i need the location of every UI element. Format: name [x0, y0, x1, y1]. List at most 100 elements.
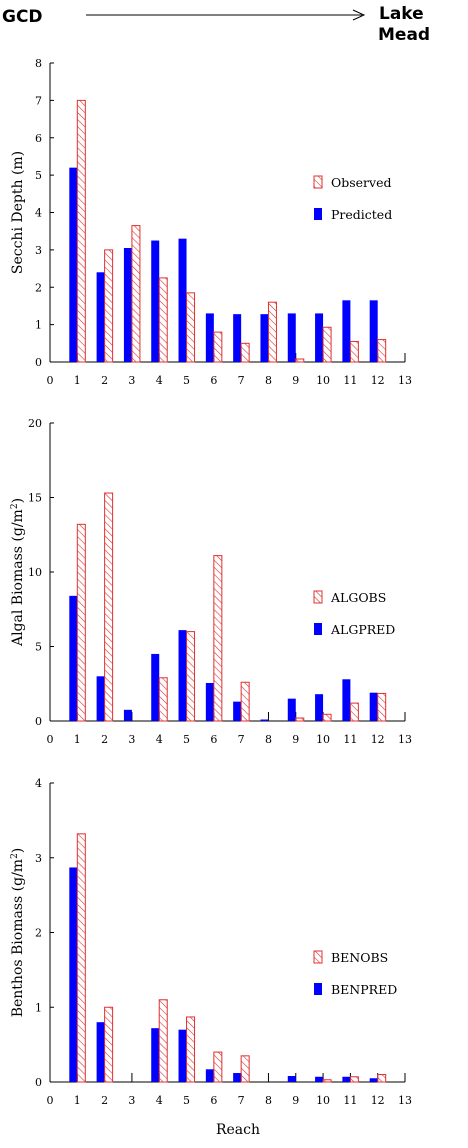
x-tick-label: 4 [156, 374, 163, 387]
bar-benpred [96, 1022, 105, 1082]
bar-observed [267, 301, 277, 363]
bar-benpred [342, 1076, 351, 1082]
x-tick-label: 3 [128, 1094, 135, 1107]
bar-observed [322, 326, 332, 363]
y-axis-label-text: Benthos Biomass (g/m [10, 859, 26, 1017]
y-axis-label-text: Secchi Depth (m) [10, 151, 26, 274]
y-tick-label: 4 [35, 777, 42, 790]
x-tick-label: 6 [210, 733, 217, 746]
legend-label-benobs: BENOBS [331, 950, 388, 965]
x-tick-label: 5 [183, 1094, 190, 1107]
bar-algpred [260, 719, 269, 721]
x-tick-label: 8 [265, 1094, 272, 1107]
x-tick-label: 1 [74, 1094, 81, 1107]
bar-benpred [69, 867, 78, 1082]
y-tick-label: 1 [35, 319, 42, 332]
y-axis-label: Benthos Biomass (g/m2) [10, 848, 26, 1018]
x-tick-label: 9 [292, 374, 299, 387]
legend-label-predicted: Predicted [331, 207, 392, 222]
y-axis-label-superscript: 2 [10, 853, 20, 859]
y-tick-label: 20 [28, 417, 42, 430]
bar-algpred [69, 595, 78, 721]
bar-benpred [151, 1028, 160, 1082]
y-tick-label: 6 [35, 132, 42, 145]
bar-observed [186, 292, 196, 363]
x-tick-label: 6 [210, 1094, 217, 1107]
x-tick-label: 12 [371, 733, 385, 746]
bar-benobs [76, 833, 86, 1083]
bar-benpred [233, 1073, 242, 1082]
x-tick-label: 0 [47, 733, 54, 746]
x-tick-label: 7 [238, 733, 245, 746]
legend-label-algpred: ALGPRED [330, 622, 395, 637]
bar-benpred [178, 1029, 187, 1082]
y-tick-label: 2 [35, 281, 42, 294]
bar-algpred [178, 630, 187, 721]
bar-algpred [205, 683, 214, 721]
bar-algobs [377, 692, 387, 722]
bar-observed [349, 340, 359, 363]
bar-algpred [123, 709, 132, 721]
x-tick-label: 4 [156, 1094, 163, 1107]
y-axis-label-text: Algal Biomass (g/m [10, 509, 26, 647]
legend-swatch-algpred [314, 623, 322, 635]
y-axis-label: Algal Biomass (g/m2) [10, 498, 26, 647]
bar-algobs [213, 555, 223, 722]
x-tick-label: 11 [343, 733, 357, 746]
x-tick-label: 0 [47, 374, 54, 387]
y-tick-label: 0 [35, 1076, 42, 1089]
bar-predicted [151, 240, 160, 362]
bar-algobs [349, 702, 359, 722]
x-tick-label: 11 [343, 1094, 357, 1107]
x-tick-label: 5 [183, 733, 190, 746]
legend-swatch-algobs [313, 590, 323, 604]
y-tick-label: 10 [28, 566, 42, 579]
bar-predicted [287, 313, 296, 362]
x-tick-label: 5 [183, 374, 190, 387]
bar-observed [104, 249, 114, 363]
bar-observed [240, 342, 250, 363]
bar-benobs [349, 1076, 359, 1083]
x-tick-label: 4 [156, 733, 163, 746]
y-tick-label: 5 [35, 641, 42, 654]
bar-algpred [342, 679, 351, 721]
bar-predicted [315, 313, 324, 362]
y-axis-label-end: ) [10, 498, 26, 503]
bar-benobs [213, 1051, 223, 1083]
bar-algpred [233, 701, 242, 721]
y-tick-label: 15 [28, 492, 42, 505]
bar-algobs [322, 713, 332, 722]
bar-algpred [369, 692, 378, 721]
bar-algpred [315, 694, 324, 721]
x-tick-label: 13 [398, 374, 412, 387]
x-tick-label: 7 [238, 374, 245, 387]
bar-predicted [260, 314, 269, 362]
bar-predicted [178, 238, 187, 362]
bar-algobs [104, 492, 114, 722]
direction-arrow [86, 9, 366, 21]
bar-predicted [342, 300, 351, 362]
bar-predicted [96, 272, 105, 362]
x-tick-label: 0 [47, 1094, 54, 1107]
bar-benobs [186, 1016, 196, 1083]
x-tick-label: 11 [343, 374, 357, 387]
y-axis-label-superscript: 2 [10, 503, 20, 509]
bar-algobs [186, 631, 196, 722]
legend-swatch-observed [313, 175, 323, 189]
bar-predicted [69, 167, 78, 362]
y-axis-label-end: ) [10, 848, 26, 853]
bar-algobs [295, 717, 305, 722]
x-tick-label: 10 [316, 733, 330, 746]
legend-swatch-benpred [314, 983, 322, 995]
bar-algpred [151, 653, 160, 721]
bar-observed [213, 331, 223, 363]
y-tick-label: 8 [35, 57, 42, 70]
bar-benpred [369, 1078, 378, 1082]
x-tick-label: 2 [101, 374, 108, 387]
bar-predicted [123, 248, 132, 362]
bar-algpred [96, 676, 105, 721]
